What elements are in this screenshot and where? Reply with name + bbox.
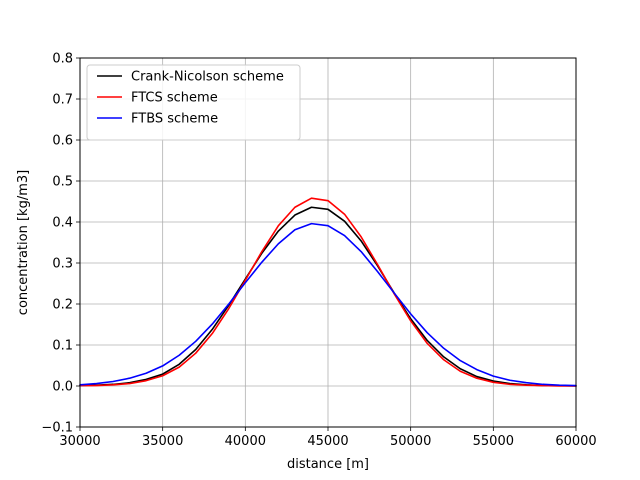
legend-box [86, 64, 301, 141]
y-tick-label: 0.5 [52, 175, 73, 190]
legend-label: FTCS scheme [131, 91, 218, 106]
y-tick-label: 0.6 [52, 134, 73, 149]
x-tick-label: 55000 [473, 434, 514, 449]
x-tick-label: 30000 [59, 434, 100, 449]
x-axis-label: distance [m] [287, 457, 369, 472]
x-tick-label: 60000 [555, 434, 596, 449]
plot-series [79, 197, 577, 387]
y-tick-label: 0.7 [52, 93, 73, 108]
y-tick-label: 0.8 [52, 52, 73, 67]
x-tick-label: 45000 [307, 434, 348, 449]
axis-ticks: 30000 35000 40000 45000 50000 55000 60000 −0.1 0… [41, 52, 596, 450]
x-tick-label: 50000 [390, 434, 431, 449]
series-line-crank-nicolson-scheme [79, 206, 577, 387]
legend-label: FTBS scheme [131, 112, 218, 127]
y-tick-label: 0.1 [52, 339, 73, 354]
x-tick-label: 40000 [225, 434, 266, 449]
y-tick-label: 0.4 [52, 216, 73, 231]
legend: Crank-Nicolson scheme FTCS scheme FTBS sch… [86, 64, 301, 141]
series-line-ftcs-scheme [79, 197, 577, 387]
y-tick-label: −0.1 [41, 421, 73, 436]
y-axis-label: concentration [kg/m3] [16, 170, 31, 315]
legend-label: Crank-Nicolson scheme [131, 70, 284, 85]
x-tick-label: 35000 [142, 434, 183, 449]
y-tick-label: 0.2 [52, 298, 73, 313]
y-tick-label: 0.0 [52, 380, 73, 395]
series-line-ftbs-scheme [79, 222, 577, 387]
y-tick-label: 0.3 [52, 257, 73, 272]
